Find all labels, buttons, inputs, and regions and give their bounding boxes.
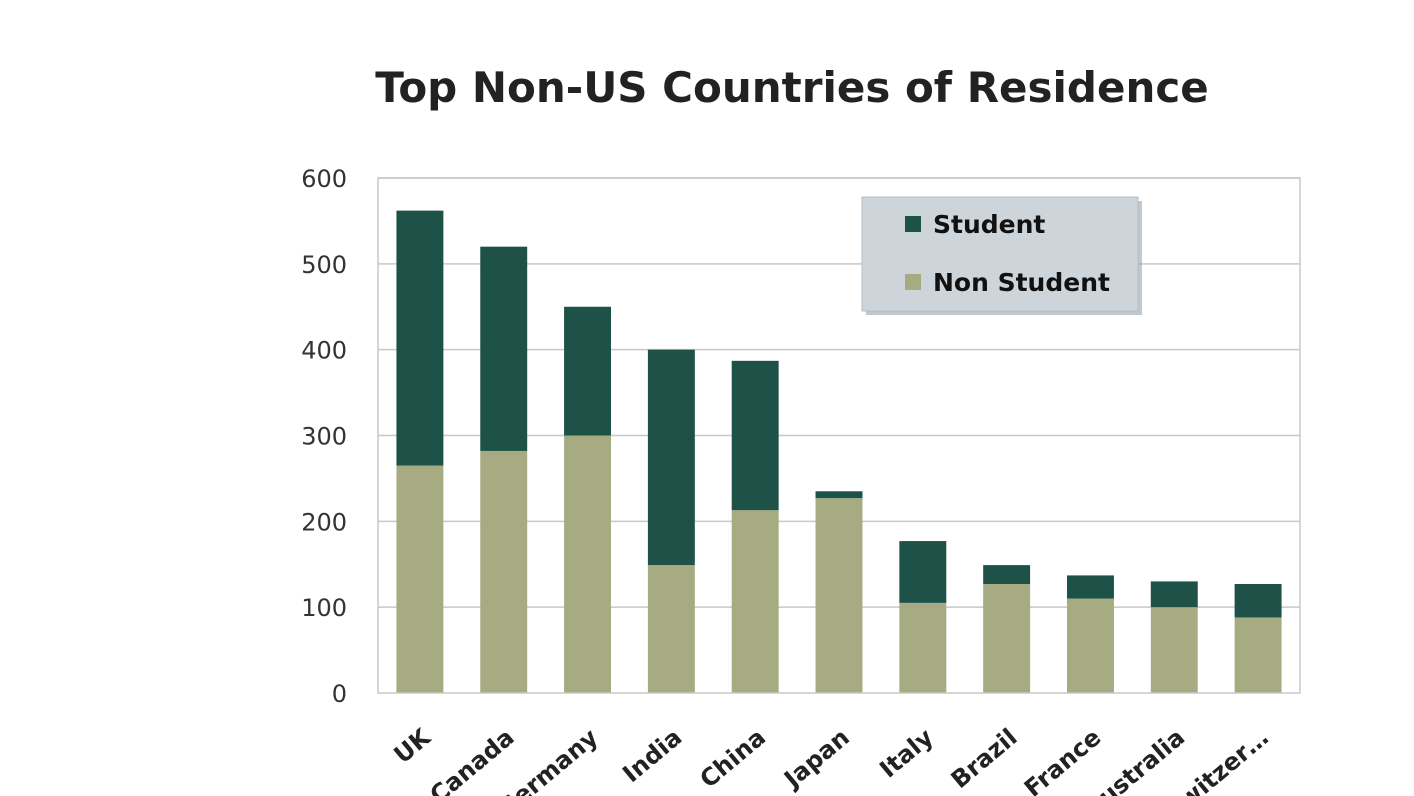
bar-student — [899, 541, 947, 603]
bar-non-student — [731, 510, 779, 693]
bar-student — [815, 491, 863, 499]
legend-label-student: Student — [933, 210, 1045, 239]
bar-student — [1066, 575, 1114, 599]
x-tick-label: Brazil — [946, 723, 1023, 794]
bar-student — [731, 360, 779, 511]
bar-non-student — [396, 465, 444, 693]
bar-non-student — [1066, 598, 1114, 693]
chart-title: Top Non-US Countries of Residence — [375, 63, 1209, 112]
y-tick-label: 200 — [301, 508, 347, 536]
y-tick-label: 0 — [332, 680, 347, 708]
legend: Student Non Student — [861, 196, 1142, 315]
bar-student — [480, 246, 528, 451]
legend-label-non-student: Non Student — [933, 268, 1110, 297]
bar-non-student — [564, 435, 612, 693]
y-tick-label: 400 — [301, 337, 347, 365]
plot-frame — [377, 177, 1301, 694]
x-tick-label: France — [1019, 723, 1106, 796]
y-tick-label: 300 — [301, 423, 347, 451]
bar-non-student — [983, 583, 1031, 693]
x-tick-label: Canada — [425, 723, 520, 796]
bar-non-student — [1234, 617, 1282, 693]
bar-student — [983, 565, 1031, 584]
bar-non-student — [1150, 607, 1198, 693]
y-tick-label: 100 — [301, 594, 347, 622]
bar-student — [647, 349, 695, 566]
x-tick-label: China — [695, 723, 771, 793]
y-tick-label: 600 — [301, 165, 347, 193]
bar-student — [1150, 581, 1198, 608]
bar-non-student — [815, 498, 863, 693]
x-tick-label: India — [617, 723, 687, 788]
bars — [396, 210, 1282, 693]
legend-swatch-student — [905, 216, 921, 232]
x-tick-label: UK — [389, 722, 437, 769]
bar-non-student — [480, 450, 528, 693]
x-tick-label: Italy — [874, 723, 939, 784]
y-axis-ticks: 0 100 200 300 400 500 600 — [301, 165, 347, 708]
y-tick-label: 500 — [301, 251, 347, 279]
bar-student — [396, 210, 444, 466]
bar-student — [564, 306, 612, 436]
legend-swatch-non-student — [905, 274, 921, 290]
bar-non-student — [647, 565, 695, 693]
bar-non-student — [899, 602, 947, 693]
bar-student — [1234, 583, 1282, 618]
x-tick-label: Japan — [777, 723, 854, 794]
